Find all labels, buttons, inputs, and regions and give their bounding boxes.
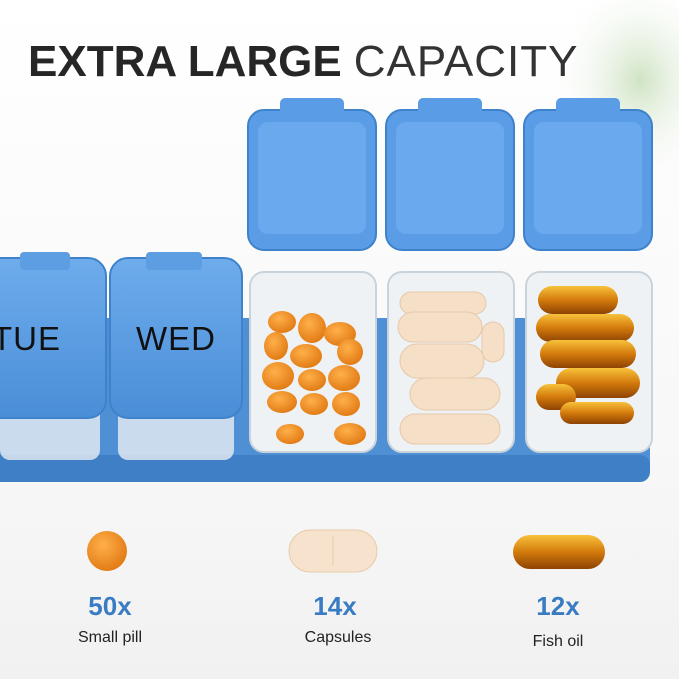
open-compartment	[247, 98, 377, 453]
tray-edge	[0, 455, 650, 482]
open-compartment	[385, 98, 515, 453]
closed-compartment: WED	[109, 252, 243, 460]
item-label: Capsules	[305, 629, 372, 646]
small-pill-icon	[87, 531, 127, 571]
day-label: WED	[136, 320, 216, 357]
item-count: 50x	[88, 591, 132, 621]
item-count: 14x	[313, 591, 357, 621]
open-compartment	[523, 98, 653, 453]
title-bold: EXTRA LARGE	[28, 37, 342, 86]
closed-compartment: TUE	[0, 252, 107, 460]
item-label: Small pill	[78, 629, 142, 646]
item-label: Fish oil	[533, 633, 584, 650]
fish-oil-icon	[513, 535, 605, 569]
item-count: 12x	[536, 591, 580, 621]
day-label: TUE	[0, 320, 61, 357]
title-light: CAPACITY	[354, 37, 579, 86]
